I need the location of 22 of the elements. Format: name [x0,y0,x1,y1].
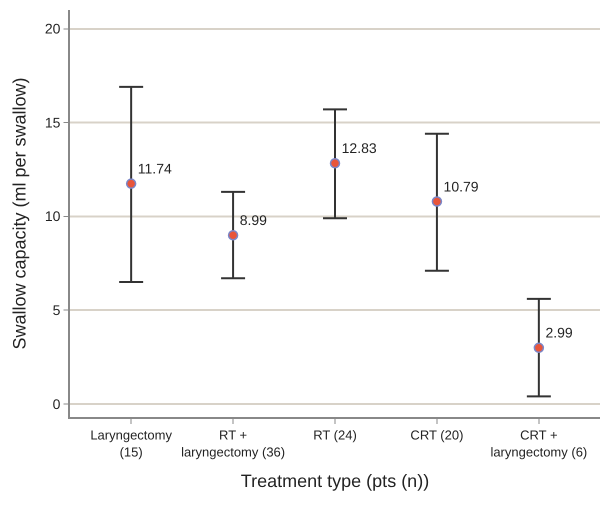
x-tick-label: CRT + laryngectomy (6) [490,427,588,460]
x-tick-label: RT + laryngectomy (36) [181,427,286,460]
data-label: 11.74 [138,160,172,177]
x-tick-label: RT (24) [313,427,357,442]
point [330,158,340,168]
y-tick-label: 15 [44,114,61,130]
x-tick-label: CRT (20) [410,427,464,442]
y-tick-label: 10 [44,208,61,224]
x-tick-label: Laryngectomy (15) [90,427,172,460]
y-tick-label: 5 [52,302,61,318]
point [432,196,442,207]
y-axis-title: Swallow capacity (ml per swallow) [10,77,30,350]
data-label: 10.79 [444,178,479,194]
data-label: 8.99 [240,212,268,228]
x-axis-title: Treatment type (pts (n)) [240,470,430,491]
point [126,178,136,189]
data-label: 2.99 [545,324,573,341]
point [228,230,238,241]
point [534,342,544,354]
data-label: 12.83 [342,140,377,156]
y-tick-label: 20 [44,20,61,37]
y-tick-label: 0 [52,396,61,412]
